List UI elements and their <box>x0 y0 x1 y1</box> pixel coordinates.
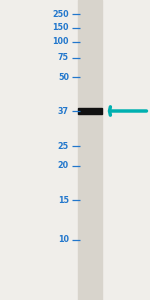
Bar <box>78 108 102 114</box>
Text: 250: 250 <box>52 10 69 19</box>
Text: 37: 37 <box>58 106 69 116</box>
Text: 50: 50 <box>58 73 69 82</box>
Text: 100: 100 <box>52 38 69 46</box>
Text: 10: 10 <box>58 236 69 244</box>
Text: 150: 150 <box>52 23 69 32</box>
Text: 75: 75 <box>58 53 69 62</box>
Bar <box>78 0 102 300</box>
Text: 15: 15 <box>58 196 69 205</box>
Text: 25: 25 <box>58 142 69 151</box>
Text: 20: 20 <box>58 161 69 170</box>
